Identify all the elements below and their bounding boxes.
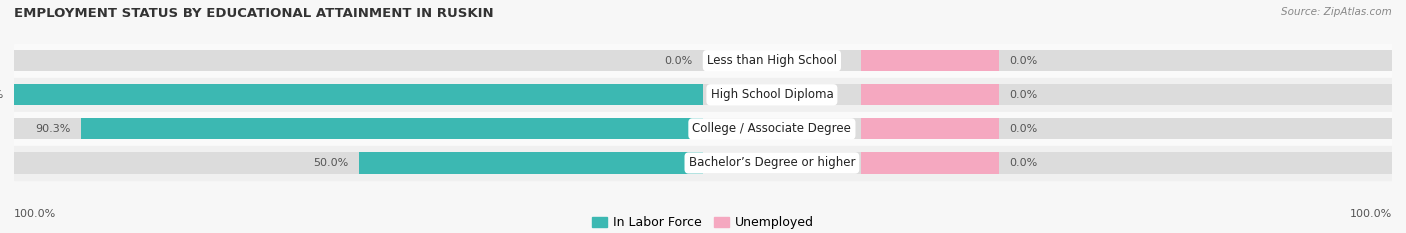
Text: 0.0%: 0.0% bbox=[1010, 90, 1038, 100]
Bar bbox=[862, 84, 1000, 105]
Bar bbox=[14, 146, 1392, 180]
Text: High School Diploma: High School Diploma bbox=[710, 88, 834, 101]
Text: 0.0%: 0.0% bbox=[1010, 158, 1038, 168]
Text: Less than High School: Less than High School bbox=[707, 54, 837, 67]
Legend: In Labor Force, Unemployed: In Labor Force, Unemployed bbox=[586, 211, 820, 233]
Bar bbox=[14, 118, 1392, 140]
Bar bbox=[14, 84, 1392, 105]
Bar bbox=[862, 118, 1000, 140]
Bar bbox=[14, 152, 1392, 174]
Bar bbox=[14, 84, 703, 105]
Bar bbox=[359, 152, 703, 174]
Text: College / Associate Degree: College / Associate Degree bbox=[693, 122, 851, 135]
Text: 100.0%: 100.0% bbox=[0, 90, 4, 100]
Bar bbox=[14, 78, 1392, 112]
Text: EMPLOYMENT STATUS BY EDUCATIONAL ATTAINMENT IN RUSKIN: EMPLOYMENT STATUS BY EDUCATIONAL ATTAINM… bbox=[14, 7, 494, 20]
Bar bbox=[14, 112, 1392, 146]
Text: 100.0%: 100.0% bbox=[14, 209, 56, 219]
Text: 50.0%: 50.0% bbox=[314, 158, 349, 168]
Text: 100.0%: 100.0% bbox=[1350, 209, 1392, 219]
Bar bbox=[82, 118, 703, 140]
Bar bbox=[862, 50, 1000, 71]
Text: 90.3%: 90.3% bbox=[35, 124, 70, 134]
Bar bbox=[14, 44, 1392, 78]
Bar bbox=[862, 152, 1000, 174]
Text: Bachelor’s Degree or higher: Bachelor’s Degree or higher bbox=[689, 157, 855, 169]
Bar bbox=[14, 50, 1392, 71]
Text: Source: ZipAtlas.com: Source: ZipAtlas.com bbox=[1281, 7, 1392, 17]
Text: 0.0%: 0.0% bbox=[665, 56, 693, 66]
Text: 0.0%: 0.0% bbox=[1010, 56, 1038, 66]
Text: 0.0%: 0.0% bbox=[1010, 124, 1038, 134]
